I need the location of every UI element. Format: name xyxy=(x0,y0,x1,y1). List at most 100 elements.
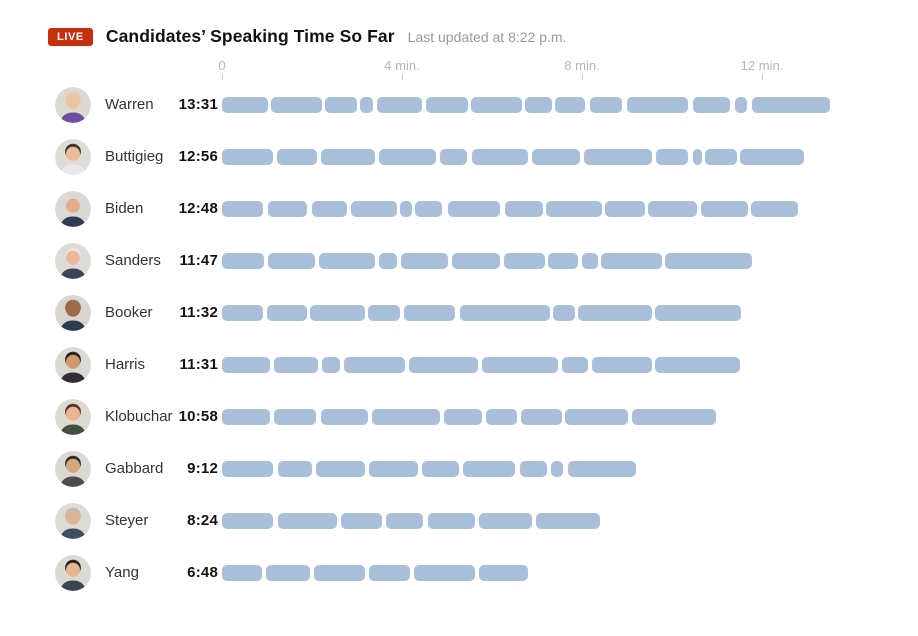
speaking-turn-segment xyxy=(693,97,731,113)
speaking-turn-segment xyxy=(581,253,598,269)
speaking-turn-segment xyxy=(627,97,689,113)
candidate-row: Yang 6:48 xyxy=(0,547,918,599)
speaking-turn-segment xyxy=(504,253,546,269)
speaking-time-value: 12:56 xyxy=(178,148,218,165)
speaking-time-bar xyxy=(222,149,912,165)
speaking-turn-segment xyxy=(360,97,374,113)
speaking-turn-segment xyxy=(425,97,469,113)
speaking-turn-segment xyxy=(470,97,523,113)
speaking-turn-segment xyxy=(351,201,397,217)
speaking-turn-segment xyxy=(325,97,357,113)
speaking-turn-segment xyxy=(274,357,319,373)
speaking-turn-segment xyxy=(546,201,602,217)
speaking-turn-segment xyxy=(555,97,586,113)
speaking-turn-segment xyxy=(452,253,501,269)
candidate-avatar xyxy=(55,87,91,123)
axis-tick-label: 0 xyxy=(218,58,226,73)
speaking-time-value: 13:31 xyxy=(178,96,218,113)
speaking-turn-segment xyxy=(222,149,273,165)
speaking-time-bar xyxy=(222,97,912,113)
speaking-turn-segment xyxy=(421,461,460,477)
speaking-time-bar xyxy=(222,357,912,373)
speaking-turn-segment xyxy=(590,97,623,113)
last-updated-text: Last updated at 8:22 p.m. xyxy=(407,28,567,45)
speaking-turn-segment xyxy=(524,97,552,113)
speaking-turn-segment xyxy=(415,201,442,217)
speaking-turn-segment xyxy=(604,201,645,217)
candidate-avatar xyxy=(55,555,91,591)
axis-tick-label: 12 min. xyxy=(740,58,784,73)
speaking-turn-segment xyxy=(385,513,424,529)
candidate-row: Buttigieg 12:56 xyxy=(0,131,918,183)
speaking-time-value: 11:32 xyxy=(179,304,218,321)
speaking-turn-segment xyxy=(379,149,437,165)
candidate-row: Warren 13:31 xyxy=(0,79,918,131)
speaking-turn-segment xyxy=(266,305,307,321)
speaking-turn-segment xyxy=(591,357,652,373)
page-title: Candidates’ Speaking Time So Far xyxy=(105,26,395,46)
speaking-turn-segment xyxy=(277,513,337,529)
speaking-turn-segment xyxy=(274,409,317,425)
speaking-turn-segment xyxy=(444,409,482,425)
candidate-avatar xyxy=(55,399,91,435)
speaking-turn-segment xyxy=(265,565,311,581)
speaking-turn-segment xyxy=(520,409,562,425)
candidate-row: Biden 12:48 xyxy=(0,183,918,235)
speaking-turn-segment xyxy=(463,461,515,477)
speaking-turn-segment xyxy=(222,201,263,217)
speaking-turn-segment xyxy=(479,513,532,529)
axis-tick-mark xyxy=(402,74,403,80)
speaking-turn-segment xyxy=(222,513,273,529)
speaking-turn-segment xyxy=(564,409,629,425)
speaking-turn-segment xyxy=(319,253,375,269)
speaking-time-bar xyxy=(222,513,912,529)
speaking-turn-segment xyxy=(379,253,397,269)
candidate-row: Steyer 8:24 xyxy=(0,495,918,547)
speaking-turn-segment xyxy=(448,201,501,217)
live-badge: LIVE xyxy=(48,27,93,46)
speaking-turn-segment xyxy=(519,461,547,477)
speaking-turn-segment xyxy=(700,201,748,217)
speaking-turn-segment xyxy=(654,357,741,373)
speaking-turn-segment xyxy=(344,357,406,373)
speaking-time-value: 6:48 xyxy=(187,564,218,581)
speaking-turn-segment xyxy=(632,409,716,425)
axis-tick-mark xyxy=(222,74,223,80)
speaking-turn-segment xyxy=(561,357,589,373)
candidate-name: Buttigieg xyxy=(105,148,164,165)
candidate-row: Gabbard 9:12 xyxy=(0,443,918,495)
speaking-turn-segment xyxy=(505,201,544,217)
speaking-turn-segment xyxy=(583,149,653,165)
speaking-turn-segment xyxy=(277,461,312,477)
speaking-turn-segment xyxy=(267,253,316,269)
speaking-time-bar xyxy=(222,253,912,269)
speaking-turn-segment xyxy=(368,305,401,321)
speaking-time-value: 11:47 xyxy=(179,252,218,269)
candidate-row: Klobuchar 10:58 xyxy=(0,391,918,443)
speaking-turn-segment xyxy=(553,305,575,321)
candidate-name: Sanders xyxy=(105,252,161,269)
speaking-turn-segment xyxy=(222,357,271,373)
speaking-time-value: 9:12 xyxy=(187,460,218,477)
speaking-time-bar xyxy=(222,201,912,217)
candidate-avatar xyxy=(55,139,91,175)
speaking-turn-segment xyxy=(271,97,322,113)
speaking-turn-segment xyxy=(400,201,412,217)
candidate-avatar xyxy=(55,243,91,279)
speaking-time-bar xyxy=(222,565,912,581)
speaking-turn-segment xyxy=(532,149,581,165)
speaking-turn-segment xyxy=(321,149,375,165)
axis-tick-label: 8 min. xyxy=(564,58,600,73)
speaking-turn-segment xyxy=(655,305,741,321)
speaking-turn-segment xyxy=(568,461,636,477)
speaking-turn-segment xyxy=(401,253,449,269)
speaking-turn-segment xyxy=(267,201,308,217)
speaking-turn-segment xyxy=(739,149,804,165)
candidate-name: Klobuchar xyxy=(105,408,173,425)
speaking-turn-segment xyxy=(485,409,517,425)
speaking-time-value: 8:24 xyxy=(187,512,218,529)
candidate-avatar xyxy=(55,191,91,227)
candidate-name: Gabbard xyxy=(105,460,164,477)
speaking-turn-segment xyxy=(478,565,528,581)
speaking-time-value: 11:31 xyxy=(179,356,218,373)
